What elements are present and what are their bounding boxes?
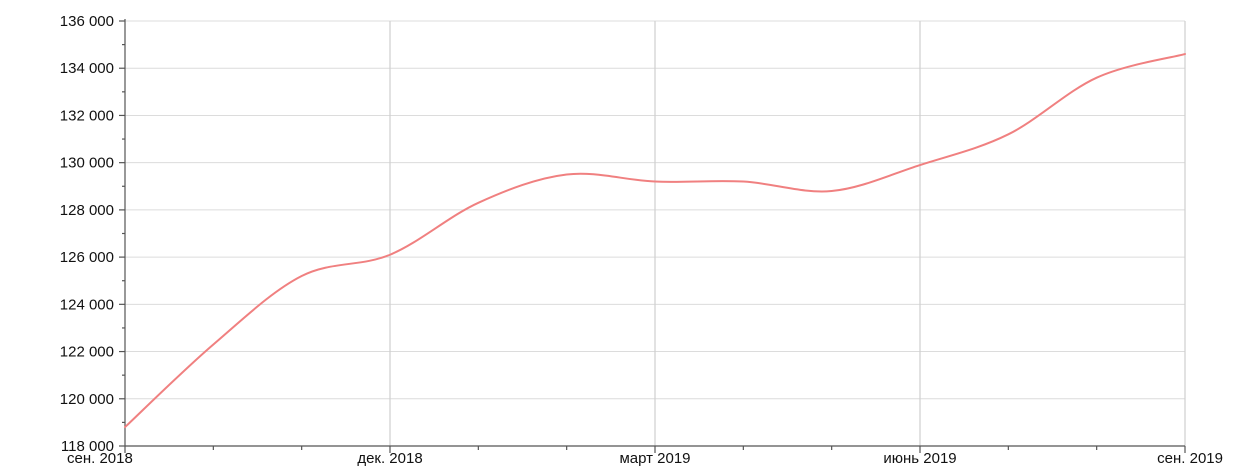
y-tick-label: 122 000 xyxy=(60,344,114,361)
series-line xyxy=(124,53,1186,429)
x-tick-labels: сен. 2018 дек. 2018 март 2019 июнь 2019 сен.… xyxy=(67,450,1223,467)
y-tick-label: 126 000 xyxy=(60,249,114,266)
series xyxy=(124,53,1186,429)
y-tick-label: 132 000 xyxy=(60,107,114,124)
grid xyxy=(125,20,1186,446)
y-tick-label: 124 000 xyxy=(60,296,114,313)
y-tick-label: 130 000 xyxy=(60,155,114,172)
y-tick-label: 118 000 xyxy=(61,438,114,455)
y-tick-label: 136 000 xyxy=(60,13,114,30)
x-tick-label: дек. 2018 xyxy=(357,450,422,467)
y-tick-label: 120 000 xyxy=(60,391,114,408)
y-tick-labels: 118 000 120 000 122 000 124 000 126 000 128 0… xyxy=(60,13,114,455)
y-tick-label: 128 000 xyxy=(60,202,114,219)
x-tick-label: март 2019 xyxy=(619,450,690,467)
x-tick-label: июнь 2019 xyxy=(883,450,956,467)
x-tick-label: сен. 2019 xyxy=(1157,450,1223,467)
x-tick-label: сен. 2018 xyxy=(67,450,133,467)
axes xyxy=(119,19,1186,453)
y-tick-label: 134 000 xyxy=(60,60,114,77)
